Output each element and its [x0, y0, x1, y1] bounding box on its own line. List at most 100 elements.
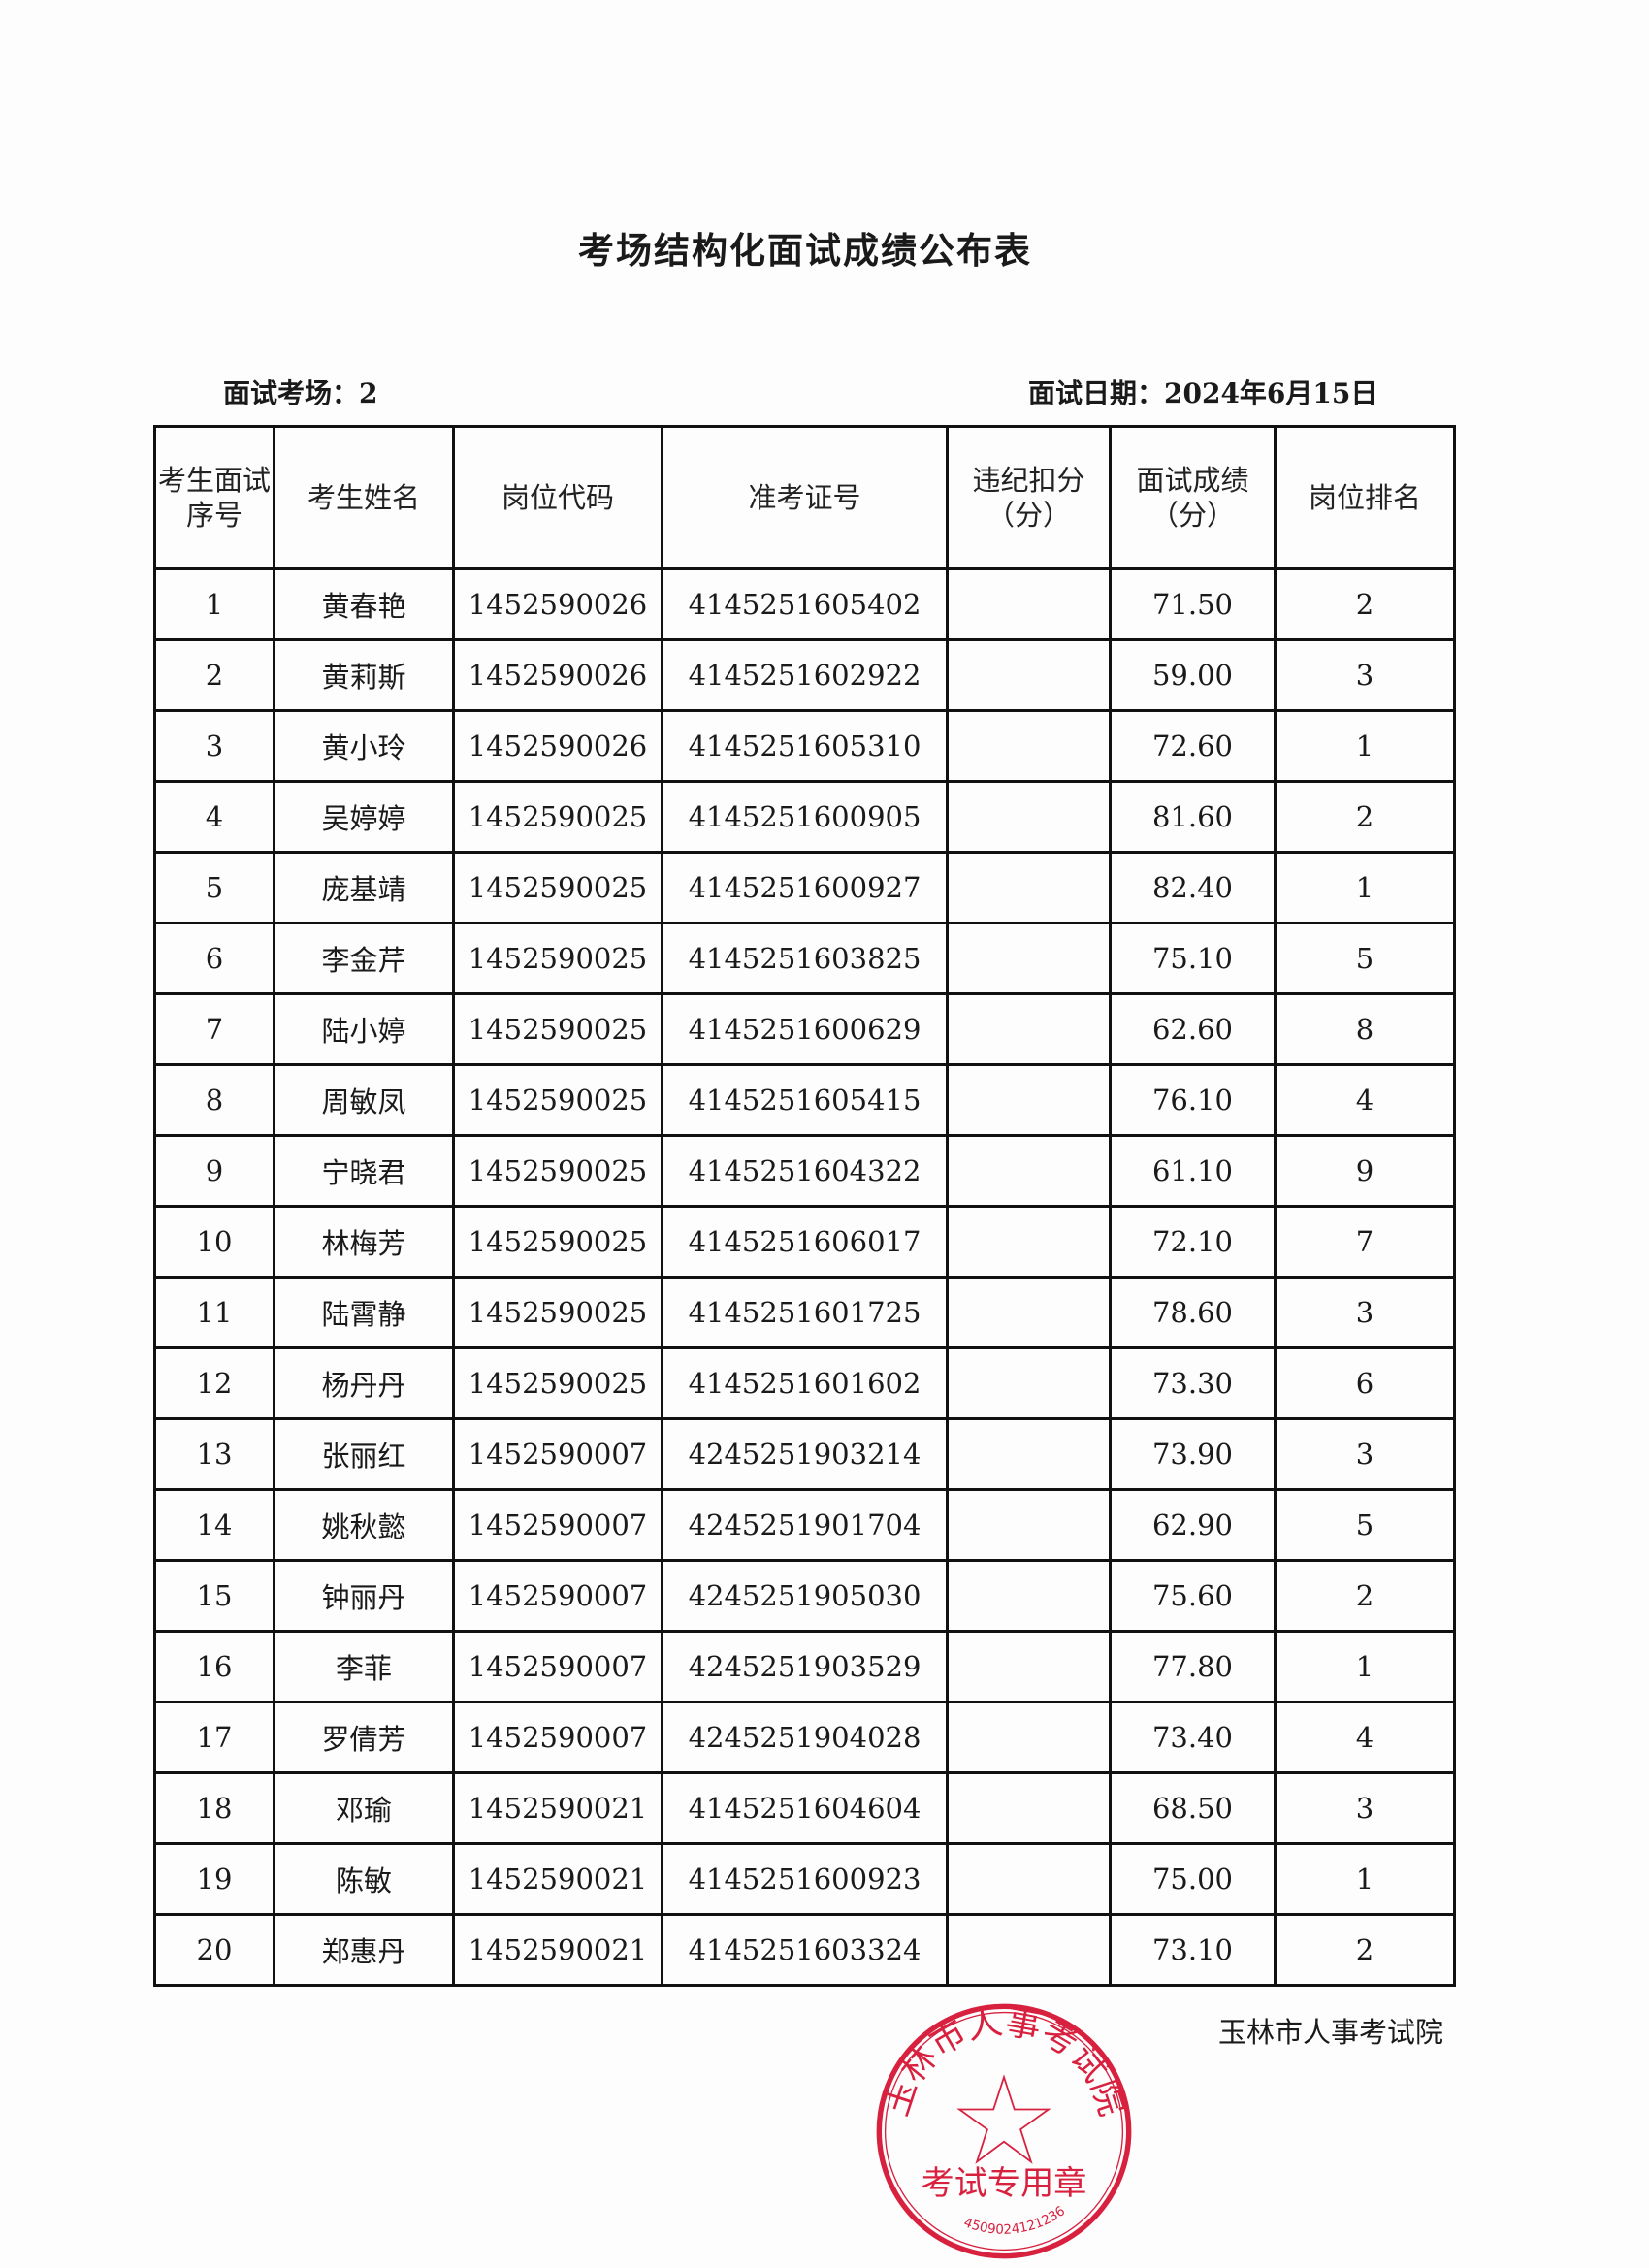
svg-text:考试专用章: 考试专用章: [922, 2164, 1087, 2203]
cell-col-name: 周敏凤: [273, 1063, 455, 1137]
cell-col-rank: 2: [1274, 1913, 1456, 1987]
cell-col-post-code: 1452590025: [452, 1134, 663, 1208]
cell-col-score: 81.60: [1109, 780, 1277, 854]
cell-col-post-code: 1452590007: [452, 1630, 663, 1703]
table-row: 10 林梅芳 1452590025 4145251606017 72.10 7: [153, 1205, 1456, 1279]
table-row: 6 李金芹 1452590025 4145251603825 75.10 5: [153, 922, 1456, 995]
header-col-post-code: 岗位代码: [452, 425, 663, 570]
cell-col-name: 李金芹: [273, 922, 455, 995]
cell-col-name: 吴婷婷: [273, 780, 455, 854]
cell-col-deduction: [946, 780, 1112, 854]
cell-col-deduction: [946, 1205, 1112, 1279]
cell-col-score: 75.60: [1109, 1559, 1277, 1633]
cell-col-ticket-no: 4145251604604: [661, 1771, 949, 1845]
cell-col-name: 罗倩芳: [273, 1701, 455, 1774]
svg-text:4509024121236: 4509024121236: [961, 2203, 1068, 2238]
cell-col-rank: 2: [1274, 1559, 1456, 1633]
cell-col-score: 82.40: [1109, 851, 1277, 924]
cell-col-seq: 16: [153, 1630, 275, 1703]
cell-col-rank: 4: [1274, 1063, 1456, 1137]
cell-col-deduction: [946, 1771, 1112, 1845]
cell-col-deduction: [946, 992, 1112, 1066]
cell-col-seq: 13: [153, 1417, 275, 1491]
cell-col-rank: 5: [1274, 1488, 1456, 1562]
cell-col-score: 71.50: [1109, 567, 1277, 641]
cell-col-score: 68.50: [1109, 1771, 1277, 1845]
date-label: 面试日期：2024年6月15日: [1028, 377, 1378, 409]
cell-col-rank: 3: [1274, 1276, 1456, 1349]
cell-col-rank: 1: [1274, 1842, 1456, 1916]
cell-col-score: 77.80: [1109, 1630, 1277, 1703]
cell-col-deduction: [946, 709, 1112, 783]
cell-col-deduction: [946, 1842, 1112, 1916]
table-row: 11 陆霄静 1452590025 4145251601725 78.60 3: [153, 1276, 1456, 1349]
table-row: 20 郑惠丹 1452590021 4145251603324 73.10 2: [153, 1913, 1456, 1987]
official-seal-stamp: 玉林市人事考试院 考试专用章 4509024121236: [876, 2002, 1132, 2259]
table-row: 8 周敏凤 1452590025 4145251605415 76.10 4: [153, 1063, 1456, 1137]
issuer-footer: 玉林市人事考试院: [1217, 2016, 1443, 2049]
table-row: 16 李菲 1452590007 4245251903529 77.80 1: [153, 1630, 1456, 1703]
cell-col-seq: 9: [153, 1134, 275, 1208]
table-row: 15 钟丽丹 1452590007 4245251905030 75.60 2: [153, 1559, 1456, 1633]
cell-col-deduction: [946, 1913, 1112, 1987]
table-row: 18 邓瑜 1452590021 4145251604604 68.50 3: [153, 1771, 1456, 1845]
cell-col-ticket-no: 4245251901704: [661, 1488, 949, 1562]
cell-col-seq: 14: [153, 1488, 275, 1562]
cell-col-post-code: 1452590021: [452, 1913, 663, 1987]
cell-col-deduction: [946, 1559, 1112, 1633]
cell-col-name: 黄小玲: [273, 709, 455, 783]
cell-col-post-code: 1452590021: [452, 1842, 663, 1916]
cell-col-rank: 7: [1274, 1205, 1456, 1279]
cell-col-name: 钟丽丹: [273, 1559, 455, 1633]
cell-col-seq: 3: [153, 709, 275, 783]
header-col-name: 考生姓名: [273, 425, 455, 570]
cell-col-post-code: 1452590026: [452, 638, 663, 712]
cell-col-post-code: 1452590026: [452, 567, 663, 641]
cell-col-post-code: 1452590021: [452, 1771, 663, 1845]
cell-col-seq: 2: [153, 638, 275, 712]
cell-col-post-code: 1452590025: [452, 922, 663, 995]
cell-col-post-code: 1452590025: [452, 1276, 663, 1349]
header-col-ticket-no: 准考证号: [661, 425, 949, 570]
cell-col-deduction: [946, 851, 1112, 924]
table-row: 9 宁晓君 1452590025 4145251604322 61.10 9: [153, 1134, 1456, 1208]
cell-col-ticket-no: 4145251600629: [661, 992, 949, 1066]
cell-col-seq: 4: [153, 780, 275, 854]
cell-col-name: 黄春艳: [273, 567, 455, 641]
cell-col-score: 75.10: [1109, 922, 1277, 995]
cell-col-ticket-no: 4145251605402: [661, 567, 949, 641]
table-row: 13 张丽红 1452590007 4245251903214 73.90 3: [153, 1417, 1456, 1491]
table-row: 5 庞基靖 1452590025 4145251600927 82.40 1: [153, 851, 1456, 924]
cell-col-name: 张丽红: [273, 1417, 455, 1491]
table-row: 3 黄小玲 1452590026 4145251605310 72.60 1: [153, 709, 1456, 783]
cell-col-seq: 12: [153, 1346, 275, 1420]
cell-col-seq: 7: [153, 992, 275, 1066]
table-header: 考生面试序号 考生姓名 岗位代码 准考证号 违纪扣分（分） 面试成绩（分） 岗位排名: [153, 425, 1456, 570]
cell-col-rank: 3: [1274, 1771, 1456, 1845]
header-col-score: 面试成绩（分）: [1109, 425, 1277, 570]
table-row: 4 吴婷婷 1452590025 4145251600905 81.60 2: [153, 780, 1456, 854]
cell-col-name: 林梅芳: [273, 1205, 455, 1279]
cell-col-deduction: [946, 1276, 1112, 1349]
table-row: 17 罗倩芳 1452590007 4245251904028 73.40 4: [153, 1701, 1456, 1774]
cell-col-score: 72.10: [1109, 1205, 1277, 1279]
cell-col-seq: 11: [153, 1276, 275, 1349]
cell-col-rank: 2: [1274, 567, 1456, 641]
cell-col-score: 62.60: [1109, 992, 1277, 1066]
cell-col-ticket-no: 4245251905030: [661, 1559, 949, 1633]
cell-col-ticket-no: 4145251602922: [661, 638, 949, 712]
cell-col-ticket-no: 4145251601602: [661, 1346, 949, 1420]
cell-col-score: 78.60: [1109, 1276, 1277, 1349]
cell-col-ticket-no: 4145251606017: [661, 1205, 949, 1279]
cell-col-post-code: 1452590025: [452, 1205, 663, 1279]
cell-col-ticket-no: 4145251601725: [661, 1276, 949, 1349]
cell-col-rank: 2: [1274, 780, 1456, 854]
cell-col-seq: 18: [153, 1771, 275, 1845]
cell-col-seq: 15: [153, 1559, 275, 1633]
cell-col-name: 李菲: [273, 1630, 455, 1703]
cell-col-seq: 5: [153, 851, 275, 924]
cell-col-seq: 20: [153, 1913, 275, 1987]
cell-col-deduction: [946, 1417, 1112, 1491]
cell-col-rank: 1: [1274, 1630, 1456, 1703]
cell-col-deduction: [946, 922, 1112, 995]
